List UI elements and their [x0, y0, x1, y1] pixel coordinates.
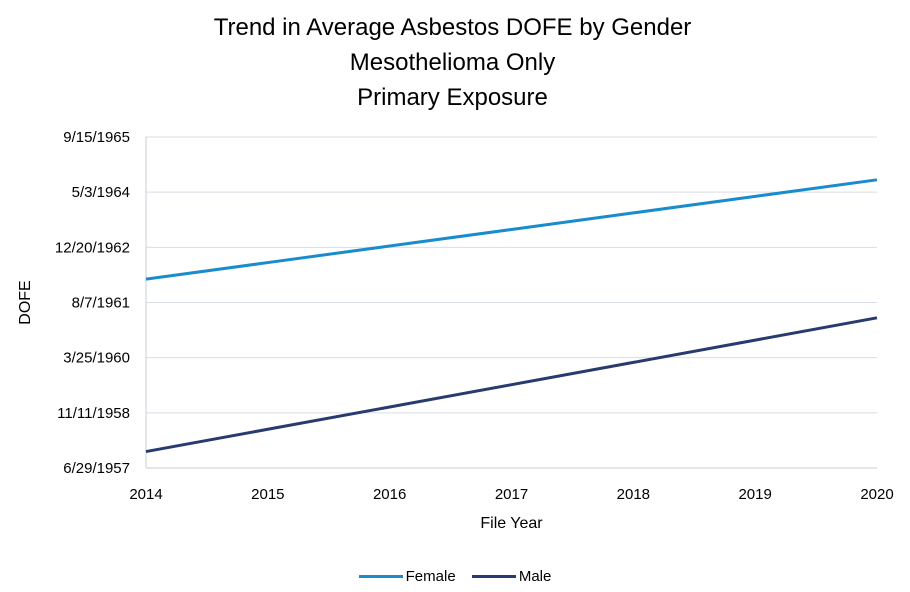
y-tick-label: 3/25/1960 — [63, 350, 130, 367]
legend-label-female: Female — [405, 568, 456, 585]
y-tick-label: 6/29/1957 — [63, 460, 130, 477]
y-tick-label: 9/15/1965 — [63, 129, 130, 146]
x-tick-label: 2018 — [617, 486, 650, 503]
legend-swatch-female — [358, 575, 403, 578]
y-tick-label: 11/11/1958 — [57, 405, 130, 422]
y-tick-label: 8/7/1961 — [72, 295, 130, 312]
x-axis-title: File Year — [480, 515, 543, 532]
x-tick-label: 2014 — [129, 486, 162, 503]
x-tick-label: 2019 — [738, 486, 771, 503]
legend: Female Male — [0, 565, 910, 585]
x-tick-label: 2020 — [860, 486, 893, 503]
y-tick-label: 12/20/1962 — [55, 239, 130, 256]
chart-title-line-2: Mesothelioma Only — [349, 49, 556, 76]
x-tick-label: 2016 — [373, 486, 406, 503]
series-line-male — [145, 316, 878, 454]
chart-title: Trend in Average Asbestos DOFE by Gender… — [0, 10, 905, 115]
legend-swatch-male — [471, 575, 516, 578]
legend-label-male: Male — [518, 568, 552, 585]
x-tick-label: 2017 — [495, 486, 528, 503]
chart-title-line-1: Trend in Average Asbestos DOFE by Gender — [213, 14, 692, 41]
chart-title-line-3: Primary Exposure — [357, 84, 548, 111]
legend-item-female: Female — [358, 568, 456, 585]
legend-item-male: Male — [471, 568, 552, 585]
series-line-female — [145, 178, 878, 281]
y-tick-label: 5/3/1964 — [72, 184, 130, 201]
x-tick-label: 2015 — [251, 486, 284, 503]
y-axis-title: DOFE — [17, 280, 34, 324]
